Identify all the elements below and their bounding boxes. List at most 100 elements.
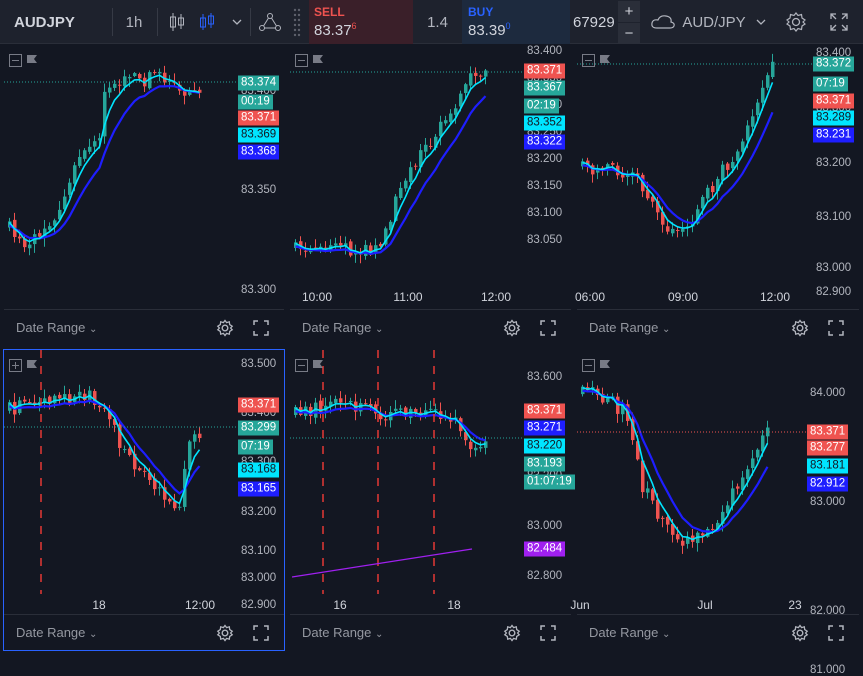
fullscreen-icon[interactable] — [827, 624, 845, 642]
candle — [128, 446, 132, 457]
gear-icon[interactable] — [791, 624, 809, 642]
hollow-candles-icon[interactable] — [194, 0, 220, 44]
date-range-button[interactable]: Date Range ⌄ — [16, 320, 97, 335]
interval-label: 1h — [125, 13, 143, 31]
price-chart-area[interactable] — [290, 45, 524, 286]
price-tag-green: 02:19 — [524, 98, 559, 114]
account-selector[interactable]: AUD/JPY — [648, 0, 768, 44]
candle — [148, 70, 152, 90]
candle — [319, 394, 323, 419]
price-tag-red: 83.371 — [807, 424, 849, 440]
quantity-increase-button[interactable]: + — [618, 1, 640, 22]
price-chart-area[interactable] — [4, 45, 238, 312]
price-tag-cyan: 83.289 — [813, 110, 855, 126]
price-scale[interactable]: 83.40083.30083.20083.10083.00082.90083.3… — [813, 45, 859, 309]
candle — [661, 515, 665, 528]
price-tick-label: 83.100 — [816, 211, 852, 223]
candle — [761, 80, 765, 111]
trend-line[interactable] — [291, 548, 473, 578]
price-tick-label: 83.200 — [527, 153, 563, 165]
candle — [128, 74, 132, 87]
candle — [294, 239, 298, 252]
date-range-button[interactable]: Date Range ⌄ — [589, 320, 670, 335]
fullscreen-icon[interactable] — [252, 319, 270, 337]
price-tag-cyan: 83.369 — [238, 127, 280, 143]
candle — [23, 234, 27, 253]
price-tag-cyan: 83.220 — [524, 438, 566, 454]
price-scale[interactable]: 83.40083.35083.30083.25083.20083.15083.1… — [524, 45, 571, 309]
collapse-pane-icon[interactable] — [295, 359, 325, 373]
candle — [138, 466, 142, 472]
price-tick-label: 83.350 — [241, 184, 277, 196]
expand-pane-icon[interactable] — [9, 359, 39, 373]
chevron-down-icon[interactable] — [228, 0, 246, 44]
collapse-pane-icon[interactable] — [582, 359, 612, 373]
interval-button[interactable]: 1h — [114, 0, 154, 44]
chart-panel-4[interactable]: 83.50083.40083.30083.20083.10083.00082.9… — [3, 349, 285, 651]
price-scale[interactable]: 83.40083.35083.30083.25083.37400:1983.37… — [238, 45, 284, 321]
price-chart-area[interactable] — [577, 45, 813, 286]
quantity-decrease-button[interactable]: − — [618, 23, 640, 44]
price-tag-red: 83.277 — [807, 440, 849, 456]
fullscreen-icon[interactable] — [827, 319, 845, 337]
date-range-button[interactable]: Date Range ⌄ — [302, 625, 383, 640]
buy-button[interactable]: BUY 83.390 — [462, 0, 570, 44]
gear-icon[interactable] — [503, 624, 521, 642]
candle — [726, 161, 730, 178]
price-tag-cyan: 83.168 — [238, 462, 280, 478]
collapse-pane-icon[interactable] — [582, 54, 612, 68]
sell-button[interactable]: SELL 83.376 — [309, 0, 413, 44]
chart-panel-2[interactable]: 83.40083.35083.30083.25083.20083.15083.1… — [290, 45, 571, 345]
collapse-pane-icon[interactable] — [9, 54, 39, 68]
candle — [686, 531, 690, 549]
date-range-button[interactable]: Date Range ⌄ — [302, 320, 383, 335]
flag-icon — [600, 360, 610, 368]
symbol-search-button[interactable]: AUDJPY — [0, 0, 110, 44]
fullscreen-icon[interactable] — [539, 319, 557, 337]
candle — [711, 181, 715, 200]
candle — [474, 444, 478, 457]
candle — [474, 67, 478, 85]
fullscreen-icon[interactable] — [820, 0, 858, 44]
quantity-input[interactable]: 67929 — [573, 13, 615, 31]
drag-handle-icon[interactable] — [288, 0, 306, 44]
gear-icon[interactable] — [216, 624, 234, 642]
gear-icon[interactable] — [503, 319, 521, 337]
chart-panel-6[interactable]: 84.000 83.000 82.000 81.000 83.371 83.277 83.1… — [570, 350, 859, 676]
time-axis-label: 16 — [333, 598, 347, 612]
top-toolbar: AUDJPY 1h SELL 83.376 1.4 BUY 83.390 679… — [0, 0, 863, 44]
settings-icon[interactable] — [778, 0, 814, 44]
slow-ema-line — [582, 389, 769, 533]
collapse-pane-icon[interactable] — [295, 54, 325, 68]
price-scale[interactable]: 84.000 83.000 82.000 81.000 83.371 83.277 83.1… — [807, 350, 859, 676]
date-range-button[interactable]: Date Range ⌄ — [589, 625, 670, 640]
candles-chart-type-icon[interactable] — [164, 0, 190, 44]
price-chart-area[interactable] — [577, 350, 807, 594]
price-tick-label: 83.000 — [810, 496, 846, 508]
sell-price: 83.376 — [314, 21, 357, 39]
chevron-down-icon: ⌄ — [89, 629, 98, 640]
candle — [63, 385, 67, 404]
price-chart-area[interactable] — [290, 350, 524, 594]
candle — [344, 394, 348, 410]
chart-panel-5[interactable]: 83.60083.40083.20083.00082.80082.60082.4… — [290, 350, 575, 652]
price-chart-area[interactable] — [4, 350, 238, 594]
price-scale[interactable]: 83.50083.40083.30083.20083.10083.00082.9… — [238, 350, 284, 614]
candle — [581, 158, 585, 170]
chart-panel-1[interactable]: 83.40083.35083.30083.25083.37400:1983.37… — [4, 45, 284, 345]
candle — [766, 420, 770, 445]
fullscreen-icon[interactable] — [539, 624, 557, 642]
indicators-icon[interactable] — [256, 0, 284, 44]
candle — [404, 405, 408, 420]
gear-icon[interactable] — [216, 319, 234, 337]
date-range-label: Date Range — [302, 320, 372, 335]
gear-icon[interactable] — [791, 319, 809, 337]
price-scale[interactable]: 83.60083.40083.20083.00082.80082.60082.4… — [524, 350, 575, 652]
chart-panel-3[interactable]: 83.40083.30083.20083.10083.00082.90083.3… — [575, 45, 859, 345]
date-range-button[interactable]: Date Range ⌄ — [16, 625, 97, 640]
price-tick-label: 83.100 — [241, 545, 277, 557]
price-tick-label: 83.000 — [241, 572, 277, 584]
fullscreen-icon[interactable] — [252, 624, 270, 642]
price-tick-label: 83.300 — [241, 284, 277, 296]
candle — [108, 81, 112, 98]
